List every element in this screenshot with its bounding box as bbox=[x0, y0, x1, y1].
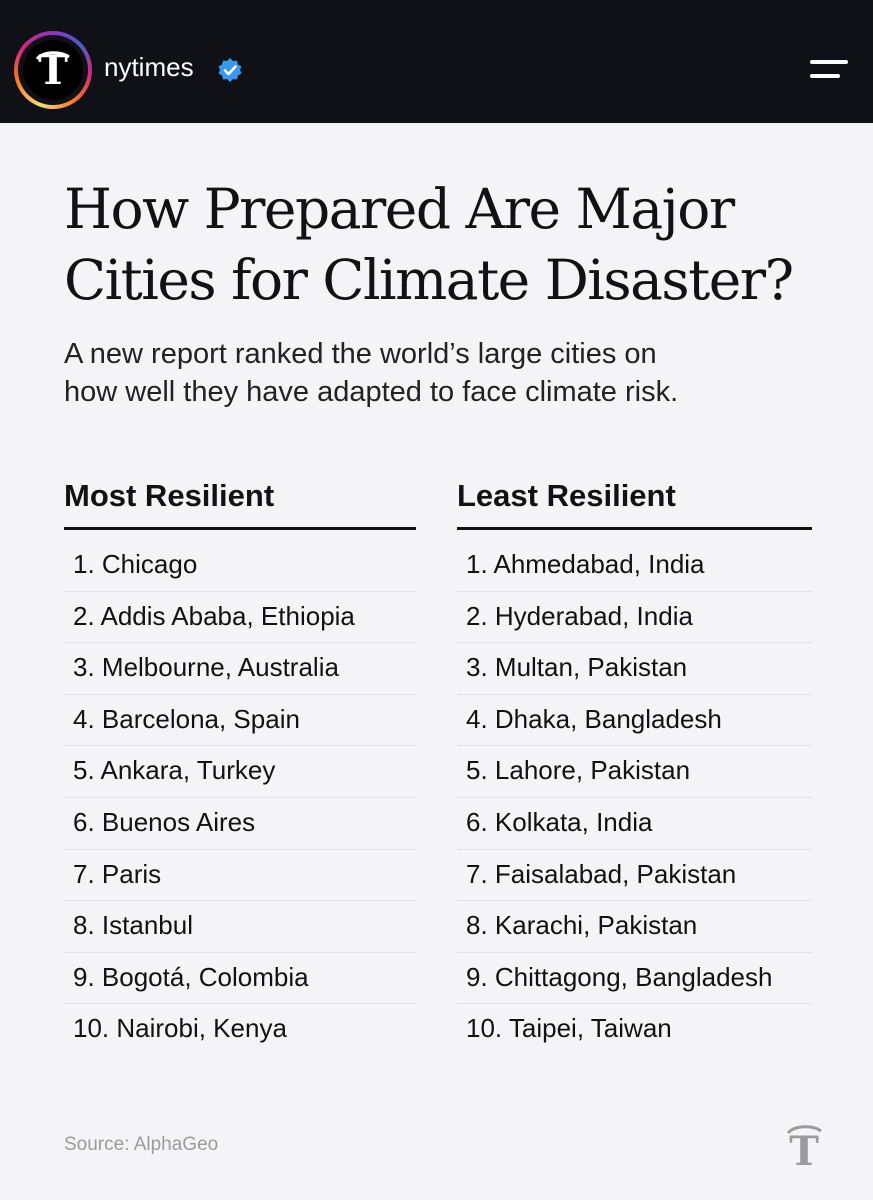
avatar[interactable]: T bbox=[14, 31, 92, 109]
most-resilient-list: 1. Chicago 2. Addis Ababa, Ethiopia 3. M… bbox=[64, 530, 416, 1055]
nyt-t-logo-icon: T bbox=[35, 47, 70, 93]
subtitle-line-1: A new report ranked the world’s large ci… bbox=[64, 338, 657, 370]
title-line-2: Cities for Climate Disaster? bbox=[64, 248, 794, 312]
list-item: 10. Taipei, Taiwan bbox=[466, 1013, 672, 1044]
list-item: 5. Ankara, Turkey bbox=[64, 746, 416, 798]
least-resilient-heading: Least Resilient bbox=[457, 474, 812, 530]
least-resilient-list: 1. Ahmedabad, India 2. Hyderabad, India … bbox=[457, 530, 812, 1055]
list-item: 9. Bogotá, Colombia bbox=[64, 953, 416, 1005]
most-resilient-column: Most Resilient 1. Chicago 2. Addis Ababa… bbox=[64, 474, 416, 1055]
list-item: 8. Istanbul bbox=[64, 901, 416, 953]
list-item: 9. Chittagong, Bangladesh bbox=[457, 953, 812, 1005]
list-item: 4. Dhaka, Bangladesh bbox=[457, 695, 812, 747]
list-item: 2. Hyderabad, India bbox=[457, 592, 812, 644]
list-item: 6. Buenos Aires bbox=[64, 798, 416, 850]
svg-text:T: T bbox=[789, 1128, 819, 1171]
list-item: 4. Barcelona, Spain bbox=[64, 695, 416, 747]
list-item: 7. Faisalabad, Pakistan bbox=[457, 850, 812, 902]
title-line-1: How Prepared Are Major bbox=[64, 177, 735, 241]
list-item: 8. Karachi, Pakistan bbox=[457, 901, 812, 953]
source-note: Source: AlphaGeo bbox=[64, 1134, 219, 1155]
list-item: 3. Multan, Pakistan bbox=[457, 643, 812, 695]
list-item: 7. Paris bbox=[64, 850, 416, 902]
list-item: 5. Lahore, Pakistan bbox=[457, 746, 812, 798]
verified-badge-icon bbox=[218, 58, 242, 82]
most-resilient-heading: Most Resilient bbox=[64, 474, 416, 530]
username[interactable]: nytimes bbox=[104, 52, 194, 82]
subtitle: A new report ranked the world’s large ci… bbox=[64, 335, 784, 411]
least-resilient-column: Least Resilient 1. Ahmedabad, India 2. H… bbox=[457, 474, 812, 1055]
list-item: 3. Melbourne, Australia bbox=[64, 643, 416, 695]
menu-icon[interactable] bbox=[806, 52, 852, 88]
nyt-t-logo-icon: T bbox=[786, 1125, 822, 1171]
page-title: How Prepared Are Major Cities for Climat… bbox=[64, 174, 844, 316]
top-bar: T nytimes bbox=[0, 0, 873, 123]
list-item: 10. Nairobi, Kenya bbox=[73, 1013, 287, 1044]
list-item: 2. Addis Ababa, Ethiopia bbox=[64, 592, 416, 644]
list-item: 1. Ahmedabad, India bbox=[457, 540, 812, 592]
subtitle-line-2: how well they have adapted to face clima… bbox=[64, 376, 679, 408]
list-item: 1. Chicago bbox=[64, 540, 416, 592]
list-item: 6. Kolkata, India bbox=[457, 798, 812, 850]
